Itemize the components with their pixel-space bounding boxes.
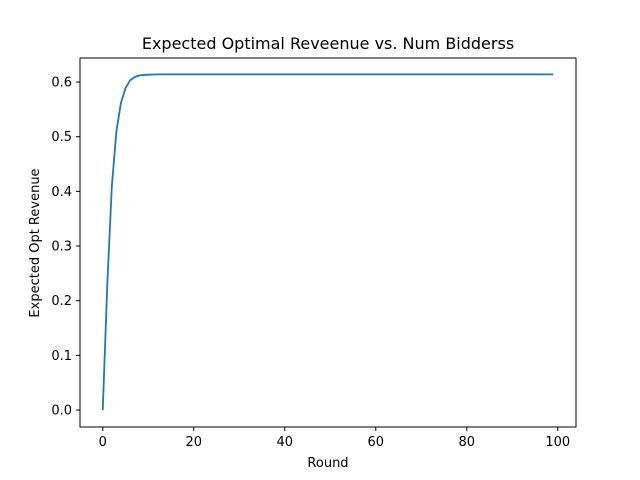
x-tick-label-3: 60 [368, 435, 385, 450]
y-axis-label: Expected Opt Revenue [28, 168, 43, 317]
x-tick-label-5: 100 [545, 435, 570, 450]
x-axis-label: Round [307, 456, 348, 471]
plot-area: 0 20 40 60 80 100 0.0 0.1 0.2 0.3 0.4 0.5 0.6 [51, 57, 577, 450]
y-tick-label-2: 0.2 [51, 294, 72, 309]
series-line-0 [101, 73, 554, 411]
y-tick-label-3: 0.3 [51, 240, 72, 255]
y-tick-label-4: 0.4 [51, 185, 72, 200]
chart-title: Expected Optimal Reveenue vs. Num Bidder… [142, 34, 514, 53]
y-tick-label-5: 0.5 [51, 130, 72, 145]
x-tick-label-1: 20 [185, 435, 202, 450]
y-tick-label-1: 0.1 [51, 349, 72, 364]
axes-frame [79, 57, 577, 428]
y-tick-label-0: 0.0 [51, 404, 72, 419]
x-tick-label-4: 80 [459, 435, 476, 450]
y-tick-label-6: 0.6 [51, 76, 72, 91]
x-tick-label-2: 40 [276, 435, 293, 450]
x-tick-label-0: 0 [99, 435, 107, 450]
